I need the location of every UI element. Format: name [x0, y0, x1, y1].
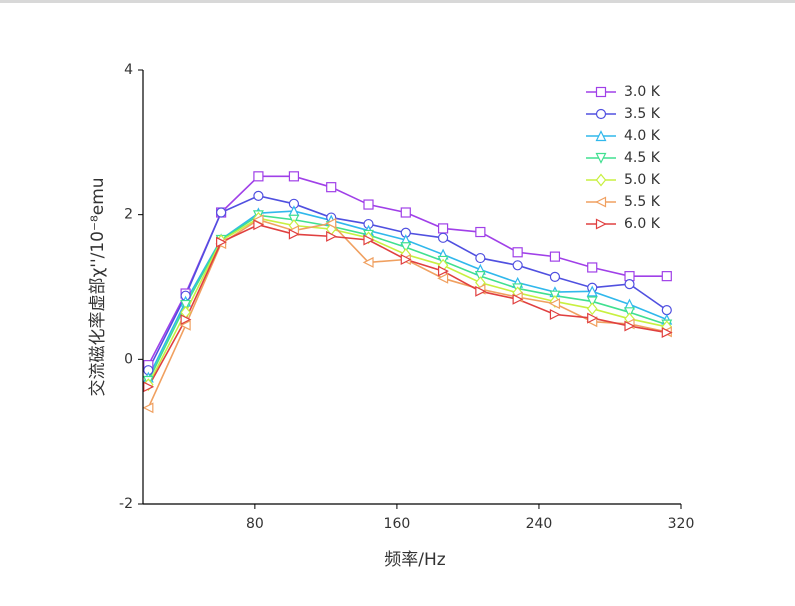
marker [512, 247, 523, 258]
marker [549, 251, 561, 262]
x-tick-label: 240 [526, 516, 553, 532]
marker [400, 242, 412, 254]
marker [216, 236, 227, 248]
marker [512, 293, 524, 305]
marker [475, 226, 486, 238]
marker [624, 307, 635, 319]
marker [586, 302, 598, 316]
marker [587, 262, 598, 273]
y-tick-label: 0 [124, 351, 133, 367]
marker [400, 207, 411, 218]
marker [143, 381, 155, 393]
marker [288, 171, 300, 182]
marker [586, 285, 598, 297]
marker [216, 207, 227, 218]
marker [624, 279, 635, 290]
legend-marker [595, 173, 607, 187]
x-tick-label: 160 [384, 516, 411, 532]
marker [326, 182, 337, 193]
legend-label: 3.0 K [624, 84, 661, 100]
marker [362, 256, 374, 268]
marker [363, 199, 374, 210]
marker [180, 299, 192, 311]
legend-marker [595, 218, 607, 230]
legend-label: 4.0 K [624, 128, 661, 144]
y-tick-label: 2 [124, 207, 133, 223]
marker [437, 232, 449, 243]
marker [179, 319, 191, 331]
series-line [147, 195, 668, 371]
legend-label: 3.5 K [624, 106, 661, 122]
marker [253, 219, 265, 231]
legend-label: 6.0 K [624, 216, 661, 232]
marker [325, 217, 337, 229]
marker [363, 234, 375, 246]
marker [549, 271, 561, 282]
x-tick-label: 80 [246, 516, 264, 532]
marker [437, 223, 449, 234]
legend-label: 4.5 K [624, 150, 661, 166]
marker [549, 309, 561, 320]
legend-label: 5.0 K [624, 172, 661, 188]
y-tick-label: 4 [124, 62, 133, 78]
marker [586, 296, 598, 308]
marker [512, 260, 523, 271]
marker [253, 190, 264, 201]
x-tick-label: 320 [668, 516, 695, 532]
marker [180, 314, 192, 326]
marker [437, 272, 449, 284]
marker [475, 252, 486, 264]
marker [661, 305, 672, 316]
marker [624, 320, 636, 332]
legend-marker [595, 108, 607, 120]
marker [475, 285, 487, 297]
top-border [0, 0, 795, 3]
y-tick-label: -2 [119, 496, 133, 512]
marker [143, 402, 154, 414]
marker [661, 271, 672, 282]
marker [587, 312, 599, 324]
legend-marker [595, 86, 607, 98]
y-axis-label: 交流磁化率虚部χ''/10⁻⁸emu [88, 177, 108, 396]
marker [437, 265, 449, 277]
legend-marker [595, 196, 607, 208]
legend-marker [595, 152, 607, 164]
marker [253, 171, 264, 182]
marker [288, 228, 300, 240]
legend-label: 5.5 K [624, 194, 661, 210]
marker [326, 230, 338, 242]
marker [400, 254, 412, 265]
marker [474, 271, 486, 282]
marker [661, 327, 673, 339]
legend-marker [595, 130, 607, 142]
marker [549, 298, 561, 310]
x-axis-label: 频率/Hz [384, 550, 446, 570]
plot-area [143, 171, 673, 414]
